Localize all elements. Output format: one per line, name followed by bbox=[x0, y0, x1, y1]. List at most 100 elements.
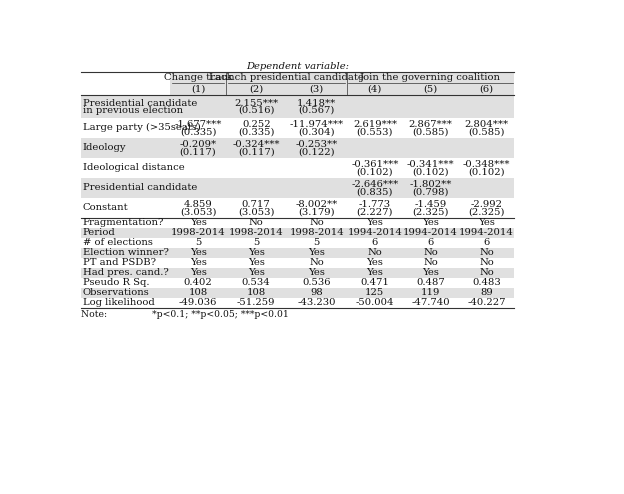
Text: (0.585): (0.585) bbox=[412, 127, 449, 136]
Text: Period: Period bbox=[82, 228, 115, 238]
Text: -40.227: -40.227 bbox=[467, 298, 505, 307]
Text: Yes: Yes bbox=[422, 268, 439, 278]
Text: -47.740: -47.740 bbox=[411, 298, 450, 307]
Text: No: No bbox=[310, 218, 324, 227]
Text: (0.335): (0.335) bbox=[180, 127, 217, 136]
Text: Ideology: Ideology bbox=[82, 143, 126, 152]
Text: 5: 5 bbox=[195, 239, 202, 247]
Text: Ideological distance: Ideological distance bbox=[82, 164, 185, 172]
Bar bbox=[81, 158, 514, 178]
Text: 98: 98 bbox=[310, 288, 323, 297]
Text: 2.155***: 2.155*** bbox=[234, 99, 278, 108]
Text: Presidential candidate: Presidential candidate bbox=[82, 183, 197, 192]
Text: Presidential candidate: Presidential candidate bbox=[82, 99, 197, 108]
Text: (0.567): (0.567) bbox=[298, 106, 335, 115]
Text: Pseudo R Sq.: Pseudo R Sq. bbox=[82, 279, 149, 288]
Bar bbox=[347, 72, 514, 84]
Bar bbox=[226, 84, 347, 95]
Text: Large party (>35seats): Large party (>35seats) bbox=[82, 123, 200, 132]
Bar bbox=[81, 228, 514, 238]
Text: 2.867***: 2.867*** bbox=[409, 120, 452, 129]
Text: 89: 89 bbox=[480, 288, 493, 297]
Text: (5): (5) bbox=[424, 85, 438, 94]
Text: -2.992: -2.992 bbox=[470, 200, 502, 209]
Text: -0.348***: -0.348*** bbox=[462, 160, 510, 169]
Bar bbox=[81, 288, 514, 298]
Text: 0.717: 0.717 bbox=[242, 200, 271, 209]
Text: (0.516): (0.516) bbox=[238, 106, 275, 115]
Text: Yes: Yes bbox=[248, 248, 265, 257]
Text: 0.536: 0.536 bbox=[303, 279, 331, 288]
Text: 2.804***: 2.804*** bbox=[464, 120, 509, 129]
Bar bbox=[170, 72, 226, 84]
Text: Observations: Observations bbox=[82, 288, 149, 297]
Text: No: No bbox=[479, 268, 494, 278]
Text: (6): (6) bbox=[479, 85, 494, 94]
Text: Had pres. cand.?: Had pres. cand.? bbox=[82, 268, 168, 278]
Text: 6: 6 bbox=[427, 239, 434, 247]
Bar bbox=[81, 118, 514, 138]
Text: (0.304): (0.304) bbox=[298, 127, 335, 136]
Bar bbox=[170, 84, 226, 95]
Text: (0.553): (0.553) bbox=[356, 127, 393, 136]
Text: -1.459: -1.459 bbox=[414, 200, 447, 209]
Text: Election winner?: Election winner? bbox=[82, 248, 168, 257]
Text: -0.341***: -0.341*** bbox=[407, 160, 454, 169]
Text: in previous election: in previous election bbox=[82, 106, 183, 115]
Bar bbox=[226, 72, 347, 84]
Bar bbox=[81, 278, 514, 288]
Text: 119: 119 bbox=[421, 288, 441, 297]
Bar bbox=[81, 218, 514, 228]
Text: (0.117): (0.117) bbox=[238, 147, 275, 156]
Text: Change track: Change track bbox=[164, 73, 232, 82]
Text: 125: 125 bbox=[365, 288, 384, 297]
Text: Note:               *p<0.1; **p<0.05; ***p<0.01: Note: *p<0.1; **p<0.05; ***p<0.01 bbox=[81, 310, 289, 319]
Bar bbox=[81, 138, 514, 158]
Text: Yes: Yes bbox=[190, 258, 207, 267]
Text: -49.036: -49.036 bbox=[179, 298, 217, 307]
Text: Dependent variable:: Dependent variable: bbox=[246, 62, 349, 71]
Text: (0.122): (0.122) bbox=[298, 147, 335, 156]
Text: Yes: Yes bbox=[248, 268, 265, 278]
Text: (0.335): (0.335) bbox=[238, 127, 275, 136]
Text: 6: 6 bbox=[372, 239, 378, 247]
Text: 108: 108 bbox=[246, 288, 266, 297]
Text: Log likelihood: Log likelihood bbox=[82, 298, 154, 307]
Text: 2.619***: 2.619*** bbox=[353, 120, 397, 129]
Text: No: No bbox=[479, 258, 494, 267]
Bar bbox=[81, 238, 514, 248]
Text: 6: 6 bbox=[484, 239, 490, 247]
Text: -1.677***: -1.677*** bbox=[175, 120, 222, 129]
Text: 0.252: 0.252 bbox=[242, 120, 271, 129]
Text: No: No bbox=[249, 218, 263, 227]
Text: PT and PSDB?: PT and PSDB? bbox=[82, 258, 155, 267]
Text: Yes: Yes bbox=[190, 268, 207, 278]
Text: 0.534: 0.534 bbox=[242, 279, 271, 288]
Text: (4): (4) bbox=[368, 85, 382, 94]
Text: 1994-2014: 1994-2014 bbox=[403, 228, 458, 238]
Text: Yes: Yes bbox=[422, 218, 439, 227]
Text: (2.325): (2.325) bbox=[412, 207, 449, 216]
Text: (0.102): (0.102) bbox=[468, 167, 505, 176]
Text: 1998-2014: 1998-2014 bbox=[229, 228, 284, 238]
Text: No: No bbox=[310, 258, 324, 267]
Text: 5: 5 bbox=[253, 239, 260, 247]
Text: (3.053): (3.053) bbox=[238, 207, 275, 216]
Bar bbox=[347, 84, 514, 95]
Text: -50.004: -50.004 bbox=[356, 298, 394, 307]
Text: (2.227): (2.227) bbox=[356, 207, 393, 216]
Text: -2.646***: -2.646*** bbox=[351, 180, 399, 189]
Text: Yes: Yes bbox=[366, 218, 383, 227]
Text: Yes: Yes bbox=[248, 258, 265, 267]
Text: -43.230: -43.230 bbox=[298, 298, 336, 307]
Text: Fragmentation?: Fragmentation? bbox=[82, 218, 164, 227]
Text: No: No bbox=[423, 248, 438, 257]
Text: -0.324***: -0.324*** bbox=[233, 140, 280, 149]
Text: -51.259: -51.259 bbox=[237, 298, 276, 307]
Text: Yes: Yes bbox=[366, 258, 383, 267]
Text: (3.053): (3.053) bbox=[180, 207, 217, 216]
Text: 1998-2014: 1998-2014 bbox=[290, 228, 344, 238]
Text: 0.471: 0.471 bbox=[361, 279, 389, 288]
Text: -11.974***: -11.974*** bbox=[290, 120, 344, 129]
Text: -0.361***: -0.361*** bbox=[351, 160, 399, 169]
